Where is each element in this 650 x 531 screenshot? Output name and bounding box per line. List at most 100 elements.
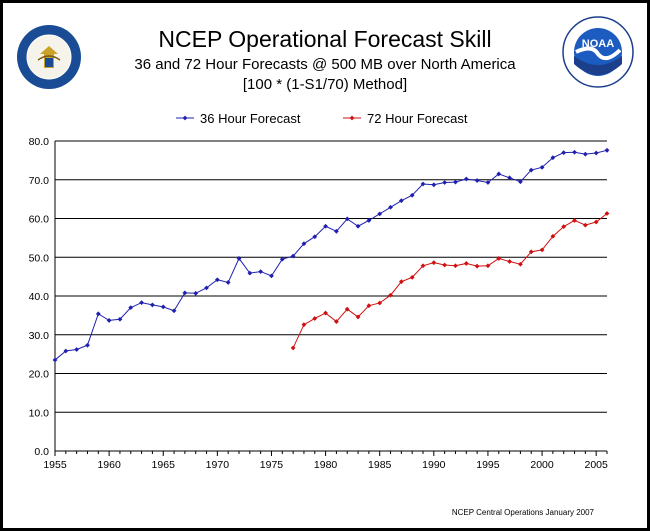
data-point — [398, 198, 404, 204]
data-point — [539, 164, 545, 170]
data-point — [312, 316, 318, 321]
data-point — [182, 290, 188, 296]
legend-label: 72 Hour Forecast — [367, 111, 468, 126]
data-point — [453, 263, 458, 269]
data-point — [539, 247, 545, 253]
data-point — [463, 176, 469, 182]
x-tick-label: 2005 — [584, 459, 608, 471]
data-point — [106, 318, 112, 323]
legend-swatch-marker — [349, 115, 355, 121]
y-tick-label: 30.0 — [29, 330, 50, 342]
y-tick-label: 0.0 — [34, 446, 49, 458]
data-point — [507, 175, 512, 181]
data-point — [301, 322, 307, 328]
data-point — [572, 218, 577, 223]
data-point — [474, 263, 480, 269]
data-point — [518, 179, 523, 185]
data-point — [442, 262, 448, 268]
data-point — [474, 178, 480, 183]
data-point — [355, 314, 361, 320]
data-point — [528, 167, 534, 173]
y-tick-label: 70.0 — [29, 175, 50, 187]
x-tick-label: 1955 — [43, 459, 67, 471]
data-point — [593, 219, 599, 225]
data-point — [377, 300, 383, 306]
data-point — [258, 269, 264, 274]
data-point — [85, 342, 90, 348]
x-tick-label: 1980 — [314, 459, 338, 471]
data-point — [442, 180, 448, 185]
data-point — [236, 256, 242, 261]
data-point — [160, 304, 166, 310]
data-point — [247, 270, 253, 276]
noaa-logo-text: NOAA — [582, 38, 614, 50]
data-point — [139, 300, 144, 305]
y-tick-label: 80.0 — [29, 136, 50, 148]
x-tick-label: 1960 — [97, 459, 121, 471]
y-tick-label: 50.0 — [29, 252, 50, 264]
x-tick-label: 1965 — [152, 459, 176, 471]
data-point — [550, 155, 556, 161]
x-tick-label: 2000 — [530, 459, 554, 471]
series-line-0 — [54, 149, 608, 361]
y-tick-label: 20.0 — [29, 369, 50, 381]
x-tick-label: 1995 — [476, 459, 500, 471]
data-point — [550, 233, 556, 239]
data-point — [334, 319, 339, 324]
data-point — [323, 310, 328, 316]
data-point — [128, 305, 134, 311]
data-point — [301, 241, 307, 247]
data-point — [366, 218, 372, 223]
data-point — [485, 263, 491, 269]
data-point — [528, 249, 534, 255]
data-point — [366, 303, 372, 309]
gridlines — [55, 140, 607, 413]
data-point — [52, 357, 58, 363]
data-point — [593, 150, 599, 156]
data-point — [388, 292, 393, 298]
data-point — [507, 259, 512, 264]
series-group — [52, 147, 610, 363]
data-point — [561, 150, 567, 156]
data-point — [290, 345, 296, 351]
data-point — [150, 302, 155, 308]
data-point — [171, 308, 177, 314]
data-point — [312, 234, 318, 240]
commerce-seal-icon — [16, 24, 82, 90]
data-point — [334, 228, 339, 234]
data-point — [431, 260, 437, 266]
data-point — [463, 261, 469, 266]
data-point — [518, 261, 523, 267]
y-tick-label: 40.0 — [29, 291, 50, 303]
data-point — [193, 290, 199, 296]
axes: 0.0 10.0 20.0 30.0 40.0 50.0 60.0 70.0 80.0 1955 1… — [29, 136, 608, 471]
legend-swatch-marker — [182, 115, 188, 121]
data-point — [420, 263, 426, 269]
x-tick-label: 1975 — [260, 459, 284, 471]
data-point — [485, 180, 491, 185]
data-point — [279, 256, 285, 262]
noaa-logo-icon: NOAA — [562, 16, 634, 88]
data-point — [323, 223, 328, 229]
x-tick-label: 1985 — [368, 459, 392, 471]
x-tick-label: 1970 — [206, 459, 230, 471]
data-point — [377, 211, 383, 217]
data-point — [355, 223, 361, 229]
data-point — [344, 216, 350, 222]
data-point — [398, 279, 404, 285]
data-point — [344, 306, 350, 312]
data-point — [604, 147, 610, 153]
data-point — [95, 311, 101, 317]
data-point — [269, 273, 274, 279]
data-point — [290, 253, 296, 259]
footer-credit: NCEP Central Operations January 2007 — [451, 508, 594, 517]
data-point — [225, 280, 231, 285]
data-point — [63, 348, 69, 354]
y-tick-label: 10.0 — [29, 407, 50, 419]
chart-title: NCEP Operational Forecast Skill — [158, 26, 492, 52]
data-point — [572, 149, 577, 155]
data-point — [388, 204, 393, 210]
data-point — [420, 181, 426, 187]
series-line-1 — [292, 213, 608, 349]
